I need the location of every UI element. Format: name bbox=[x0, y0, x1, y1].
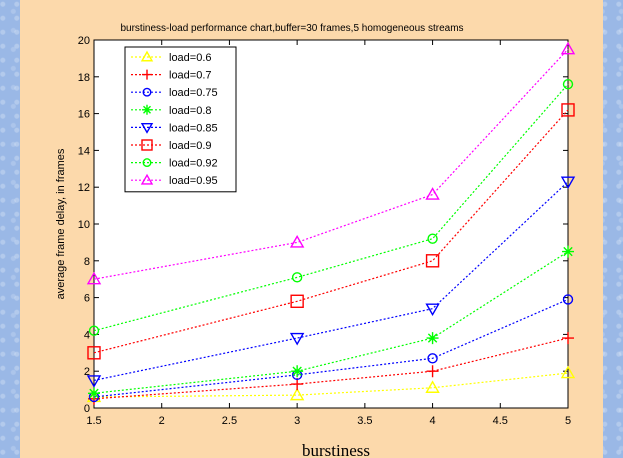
legend bbox=[124, 46, 237, 193]
legend-item: load=0.95 bbox=[131, 173, 218, 187]
x-tick-label: 3 bbox=[294, 415, 300, 427]
legend-item: load=0.75 bbox=[131, 87, 218, 99]
data-point-square bbox=[561, 103, 575, 117]
data-point-circle bbox=[427, 353, 438, 364]
data-point-circle bbox=[427, 233, 438, 244]
x-tick-label: 4 bbox=[430, 415, 436, 427]
y-tick-label: 10 bbox=[78, 219, 90, 231]
chart-title: burstiness-load performance chart,buffer… bbox=[120, 23, 463, 34]
series-load-0-8 bbox=[88, 245, 574, 400]
legend-label: load=0.92 bbox=[169, 158, 218, 170]
data-point-triangle-up bbox=[425, 187, 440, 200]
legend-marker-triangle-up bbox=[140, 50, 154, 62]
series-load-0-9 bbox=[87, 103, 575, 360]
legend-marker-circle bbox=[142, 87, 152, 97]
x-tick-label: 2 bbox=[159, 415, 165, 427]
series-line bbox=[93, 298, 569, 398]
data-point-square bbox=[290, 294, 304, 308]
series-line bbox=[93, 109, 569, 354]
series-line bbox=[93, 251, 569, 394]
y-tick-label: 12 bbox=[78, 182, 90, 194]
y-tick-label: 14 bbox=[78, 145, 90, 157]
y-axis-label: average frame delay, in frames bbox=[55, 148, 67, 299]
data-point-triangle-down bbox=[86, 375, 102, 388]
data-point-circle bbox=[562, 294, 574, 305]
legend-label: load=0.75 bbox=[169, 87, 218, 99]
data-point-star bbox=[426, 332, 439, 345]
legend-label: load=0.95 bbox=[169, 175, 218, 187]
series-line bbox=[93, 181, 569, 381]
y-tick-label: 16 bbox=[78, 109, 90, 121]
y-tick-label: 2 bbox=[84, 366, 90, 378]
data-point-triangle-up bbox=[289, 234, 305, 248]
data-point-plus bbox=[426, 365, 439, 378]
legend-item: load=0.8 bbox=[131, 104, 212, 117]
x-tick-label: 4.5 bbox=[493, 415, 508, 427]
y-tick-label: 8 bbox=[84, 256, 90, 268]
series-load-0-95 bbox=[86, 41, 576, 285]
data-point-triangle-up bbox=[560, 41, 576, 55]
legend-item: load=0.9 bbox=[131, 139, 212, 152]
x-tick-label: 5 bbox=[565, 415, 571, 427]
legend-label: load=0.8 bbox=[169, 105, 212, 117]
x-tick-label: 2.5 bbox=[222, 415, 237, 427]
data-point-circle bbox=[291, 272, 303, 283]
data-point-triangle-down bbox=[560, 176, 576, 190]
data-point-triangle-up bbox=[425, 380, 440, 393]
legend-label: load=0.7 bbox=[169, 70, 212, 82]
legend-item: load=0.92 bbox=[131, 158, 218, 170]
x-tick-label: 1.5 bbox=[86, 415, 101, 427]
data-point-star bbox=[88, 387, 100, 400]
series-load-0-85 bbox=[86, 176, 576, 388]
data-point-triangle-up bbox=[86, 271, 102, 285]
legend-marker-triangle-up bbox=[140, 173, 154, 185]
series-line bbox=[93, 83, 569, 332]
y-tick-label: 4 bbox=[84, 329, 90, 341]
data-point-square bbox=[87, 346, 101, 360]
y-tick-label: 0 bbox=[84, 403, 90, 415]
data-point-triangle-up bbox=[289, 387, 305, 401]
data-point-star bbox=[291, 365, 304, 378]
series-line bbox=[93, 372, 569, 398]
series-line bbox=[93, 48, 569, 280]
data-point-triangle-down bbox=[289, 332, 305, 346]
legend-label: load=0.9 bbox=[169, 140, 212, 152]
y-tick-label: 6 bbox=[84, 293, 90, 305]
series-line bbox=[93, 337, 569, 400]
legend-item: load=0.6 bbox=[131, 50, 212, 64]
y-tick-label: 18 bbox=[78, 72, 90, 84]
series-load-0-92 bbox=[88, 78, 574, 336]
legend-marker-circle bbox=[142, 158, 152, 168]
legend-item: load=0.7 bbox=[131, 70, 212, 82]
legend-marker-star bbox=[142, 104, 152, 115]
data-point-triangle-down bbox=[425, 303, 440, 317]
legend-item: load=0.85 bbox=[131, 122, 218, 134]
data-point-star bbox=[562, 245, 574, 258]
chart-panel: burstiness-load performance chart,buffer… bbox=[20, 0, 603, 458]
x-tick-label: 3.5 bbox=[357, 415, 372, 427]
data-point-triangle-up bbox=[560, 365, 576, 379]
legend-label: load=0.85 bbox=[169, 122, 218, 134]
data-point-circle bbox=[88, 325, 100, 336]
legend-marker-plus bbox=[142, 69, 152, 80]
legend-marker-square bbox=[141, 139, 153, 151]
legend-marker-triangle-down bbox=[140, 122, 154, 134]
data-point-circle bbox=[562, 78, 574, 90]
data-point-plus bbox=[562, 332, 574, 345]
data-point-square bbox=[425, 254, 440, 268]
y-tick-label: 20 bbox=[78, 35, 90, 47]
legend-label: load=0.6 bbox=[169, 52, 212, 64]
line-chart: burstiness-load performance chart,buffer… bbox=[55, 23, 576, 458]
x-axis-label: burstiness bbox=[302, 441, 370, 458]
